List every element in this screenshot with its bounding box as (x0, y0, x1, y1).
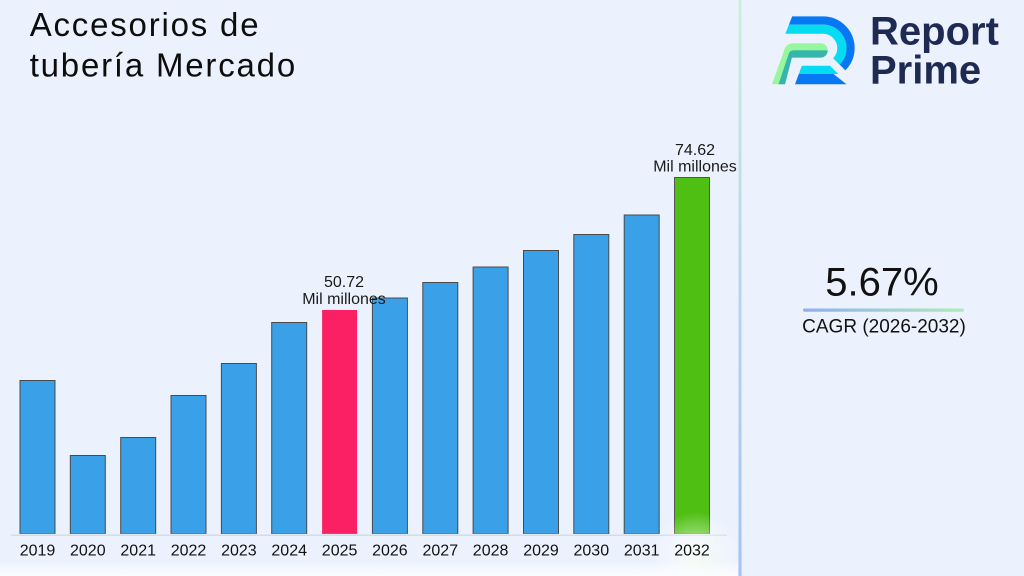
svg-text:Prime: Prime (870, 49, 981, 93)
svg-text:5.67%: 5.67% (825, 261, 938, 305)
svg-text:2030: 2030 (574, 543, 610, 560)
svg-text:2026: 2026 (372, 543, 408, 560)
svg-text:50.72: 50.72 (324, 274, 364, 291)
svg-text:Accesorios de: Accesorios de (30, 6, 261, 43)
svg-text:Mil millones: Mil millones (302, 291, 386, 308)
svg-text:Report: Report (870, 10, 999, 54)
svg-text:2029: 2029 (523, 543, 559, 560)
svg-text:2031: 2031 (624, 543, 660, 560)
svg-text:74.62: 74.62 (675, 142, 715, 159)
svg-text:Mil millones: Mil millones (653, 159, 737, 176)
svg-text:2025: 2025 (322, 543, 358, 560)
svg-text:2021: 2021 (120, 543, 156, 560)
svg-text:2022: 2022 (171, 543, 207, 560)
svg-text:2019: 2019 (20, 543, 56, 560)
svg-text:CAGR (2026-2032): CAGR (2026-2032) (802, 317, 966, 338)
svg-text:tubería Mercado: tubería Mercado (30, 47, 297, 84)
svg-text:2020: 2020 (70, 543, 106, 560)
svg-text:2024: 2024 (271, 543, 307, 560)
svg-text:2023: 2023 (221, 543, 257, 560)
svg-text:2028: 2028 (473, 543, 509, 560)
svg-text:2027: 2027 (423, 543, 459, 560)
svg-text:2032: 2032 (674, 543, 710, 560)
